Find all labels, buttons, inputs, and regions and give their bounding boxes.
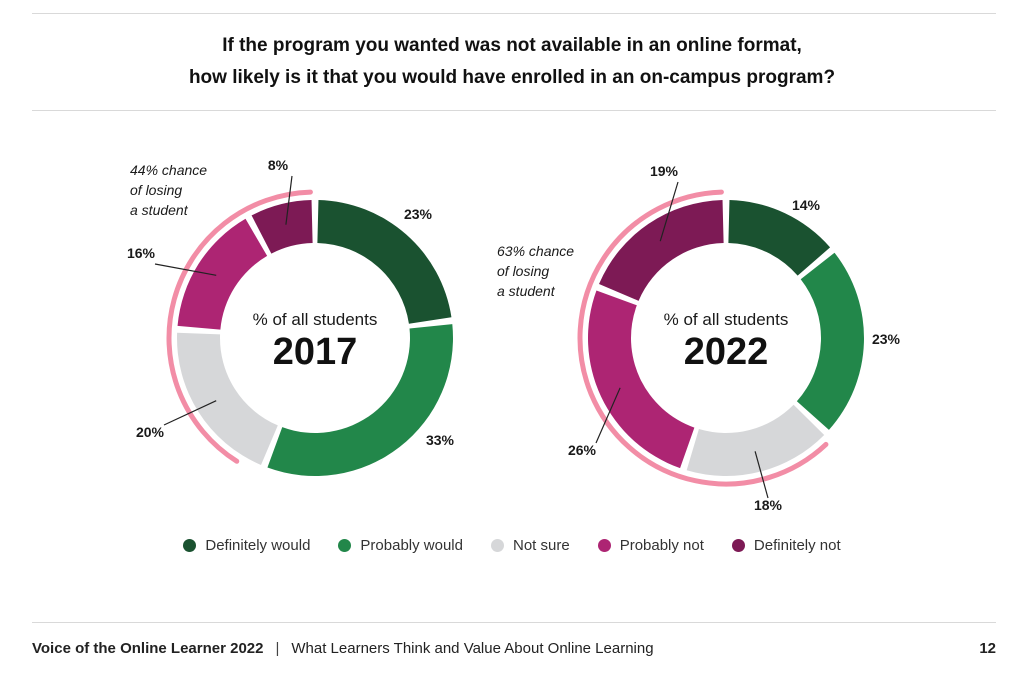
donut-slice-not-sure <box>177 332 278 465</box>
losing-student-annotation: 44% chance <box>130 162 207 178</box>
slice-value-label: 8% <box>268 157 289 173</box>
slice-value-label: 20% <box>136 424 165 440</box>
legend-item-definitely-would: Definitely would <box>183 537 310 554</box>
donut-slice-definitely-not <box>251 200 313 254</box>
title-line-1: If the program you wanted was not availa… <box>222 35 802 56</box>
slice-value-label: 26% <box>568 442 597 458</box>
donut-slice-definitely-not <box>599 200 724 301</box>
center-label: % of all students <box>253 310 378 329</box>
slice-leader-line <box>154 263 217 276</box>
center-year: 2017 <box>273 331 358 373</box>
donut-slice-not-sure <box>686 404 825 476</box>
title-rule <box>32 110 996 111</box>
losing-student-annotation: 63% chance <box>497 243 574 259</box>
title-line-2: how likely is it that you would have enr… <box>188 67 836 88</box>
slice-value-label: 19% <box>650 163 679 179</box>
legend-swatch <box>597 539 611 552</box>
footer: Voice of the Online Learner 2022 | What … <box>32 640 996 657</box>
footer-subtitle: What Learners Think and Value About Onli… <box>291 640 654 657</box>
donut-slice-probably-not <box>177 218 268 330</box>
footer-separator: | <box>275 640 280 657</box>
legend-item-definitely-not: Definitely not <box>731 537 841 554</box>
slice-leader-line <box>659 181 679 242</box>
footer-rule <box>32 622 996 623</box>
donut-slice-probably-not <box>587 290 695 469</box>
slice-value-label: 23% <box>404 206 433 222</box>
legend-swatch <box>183 539 197 552</box>
legend-item-not-sure: Not sure <box>490 537 570 554</box>
slice-value-label: 23% <box>872 331 901 347</box>
donut-slice-definitely-would <box>728 200 831 276</box>
slice-leader-line <box>595 387 621 444</box>
losing-student-annotation: of losing <box>130 182 182 198</box>
losing-student-arc <box>577 189 829 487</box>
slice-value-label: 18% <box>754 497 783 513</box>
slice-value-label: 33% <box>426 432 455 448</box>
slice-leader-line <box>754 451 769 499</box>
legend-swatch <box>731 539 745 552</box>
slice-value-label: 14% <box>792 197 821 213</box>
losing-student-arc <box>166 189 313 464</box>
legend-label: Not sure <box>512 537 570 554</box>
legend-item-probably-would: Probably would <box>338 537 463 554</box>
legend-label: Definitely would <box>205 537 311 554</box>
slice-leader-line <box>163 400 217 426</box>
legend-swatch <box>490 539 504 552</box>
page-number: 12 <box>979 640 996 657</box>
losing-student-annotation: of losing <box>497 263 549 279</box>
legend-swatch <box>338 539 352 552</box>
donut-slice-probably-would <box>796 252 864 430</box>
footer-brand: Voice of the Online Learner 2022 <box>32 640 264 657</box>
slice-leader-line <box>285 175 293 225</box>
top-rule <box>32 13 996 14</box>
center-label: % of all students <box>664 310 789 329</box>
legend-label: Probably would <box>360 537 463 554</box>
legend-item-probably-not: Probably not <box>597 537 704 554</box>
losing-student-annotation: a student <box>130 202 189 218</box>
donut-slice-probably-would <box>267 324 453 476</box>
losing-student-annotation: a student <box>497 283 556 299</box>
donut-chart-2022: 14% 23% 18% 26% 19% % of all students 2022 63% … <box>497 163 901 513</box>
donut-chart-2017: 23% 33% 20% 16% 8% % of all students 2017 44% c… <box>127 157 455 476</box>
center-year: 2022 <box>684 331 769 373</box>
slice-value-label: 16% <box>127 245 156 261</box>
legend-label: Definitely not <box>753 537 841 554</box>
legend: Definitely would Probably would Not sure… <box>0 537 1024 554</box>
legend-label: Probably not <box>619 537 704 554</box>
donut-slice-definitely-would <box>317 200 452 324</box>
chart-title: If the program you wanted was not availa… <box>0 30 1024 94</box>
